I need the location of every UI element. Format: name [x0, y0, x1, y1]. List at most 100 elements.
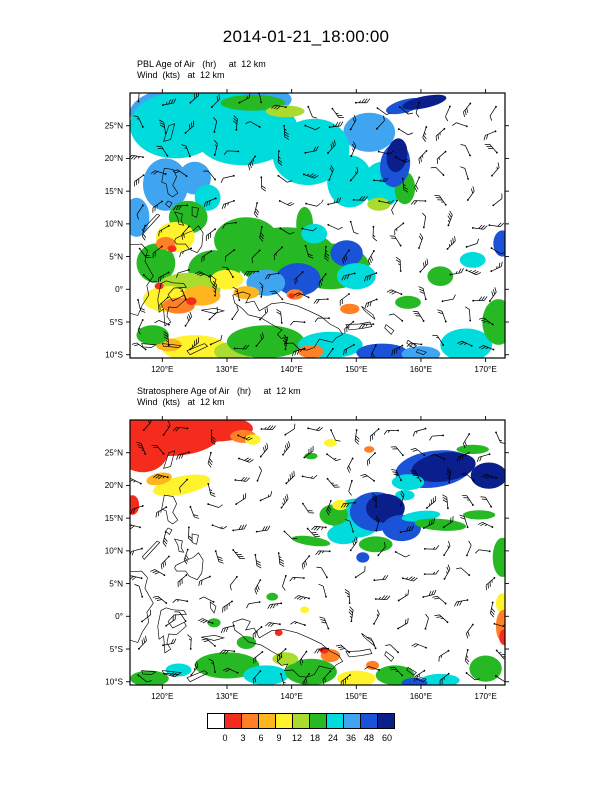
wind-barb — [130, 575, 143, 581]
wind-barb — [254, 579, 262, 595]
lat-tick-label: 20°N — [105, 154, 123, 163]
wind-barb — [330, 429, 341, 442]
age-fill-layer — [130, 420, 505, 685]
wind-barb — [367, 250, 375, 266]
age-fill-layer — [130, 93, 505, 358]
wind-barb — [259, 443, 269, 458]
wind-barb — [213, 140, 218, 156]
wind-barb — [299, 650, 308, 666]
colorbar-tick-label: 12 — [291, 733, 303, 743]
wind-barb — [223, 150, 240, 155]
age-fill-patch — [440, 328, 493, 358]
age-fill-patch — [186, 297, 197, 305]
wind-barb — [394, 551, 411, 558]
wind-barb — [152, 595, 168, 604]
wind-barb — [248, 155, 257, 171]
wind-barb — [222, 221, 237, 229]
wind-barb — [276, 309, 283, 324]
wind-barb — [343, 343, 355, 356]
wind-barb — [307, 105, 318, 119]
wind-barb — [130, 504, 144, 515]
wind-barb — [397, 617, 409, 630]
wind-barb — [441, 294, 456, 303]
coastline-timor — [186, 343, 209, 356]
lon-tick-label: 130°E — [216, 365, 239, 374]
wind-barb — [187, 526, 193, 542]
lat-tick-label: 5°S — [110, 318, 124, 327]
wind-barb — [360, 473, 376, 482]
colorbar-swatch — [258, 713, 276, 729]
wind-barb — [159, 296, 169, 310]
wind-barb — [447, 210, 453, 227]
panel-pbl-title-line1: PBL Age of Air (hr) at 12 km — [137, 59, 266, 69]
wind-barb — [478, 345, 495, 351]
age-fill-patch — [336, 263, 376, 290]
lat-tick-label: 5°N — [109, 579, 123, 588]
wind-barb-layer — [130, 93, 505, 358]
wind-barb — [411, 643, 427, 649]
wind-barb — [137, 298, 146, 313]
wind-barb — [163, 331, 170, 347]
age-fill-patch — [327, 155, 373, 208]
wind-barb — [373, 177, 389, 183]
wind-barb — [246, 601, 261, 609]
wind-barb — [349, 167, 359, 182]
wind-barb — [306, 527, 321, 538]
wind-barb — [181, 144, 191, 158]
wind-barb — [155, 506, 168, 518]
coastline-sulawesi — [157, 607, 187, 654]
wind-barb — [282, 441, 291, 456]
wind-barb — [225, 248, 236, 262]
wind-barb — [237, 434, 253, 441]
wind-barb — [176, 451, 190, 460]
age-fill-patch — [356, 552, 370, 563]
wind-barb — [283, 530, 298, 540]
wind-barb — [480, 496, 493, 508]
wind-barb — [232, 115, 238, 131]
wind-barb — [399, 490, 405, 507]
wind-barb — [324, 245, 330, 262]
wind-barb — [465, 540, 472, 557]
coastline-luzon — [161, 167, 179, 198]
wind-barb — [162, 421, 171, 436]
wind-barb — [197, 618, 214, 625]
wind-barb — [410, 448, 426, 456]
map-frame — [129, 419, 506, 686]
wind-barb — [252, 626, 263, 640]
wind-barb — [189, 505, 200, 519]
wind-barb — [172, 426, 189, 432]
wind-barb — [477, 521, 494, 528]
wind-barb — [243, 270, 259, 276]
wind-barb — [412, 310, 425, 322]
lat-tick-label: 0° — [115, 285, 123, 294]
wind-barb — [460, 144, 471, 157]
wind-barb — [375, 115, 385, 130]
wind-barb — [490, 601, 496, 618]
coastline-timor — [186, 670, 209, 683]
age-fill-patch — [210, 269, 244, 290]
wind-barb — [207, 503, 223, 508]
lat-tick-label: 10°N — [105, 220, 123, 229]
age-fill-patch — [469, 655, 502, 682]
wind-barb — [130, 524, 141, 530]
wind-barb — [210, 429, 216, 445]
colorbar-swatch — [326, 713, 344, 729]
wind-barb — [173, 204, 189, 211]
wind-barb — [339, 293, 350, 306]
wind-barb — [133, 115, 144, 128]
coastline-taiwan — [163, 123, 176, 142]
wind-barb — [377, 541, 386, 557]
wind-barb — [490, 162, 500, 177]
coastline-bougainville — [384, 324, 395, 335]
wind-barb — [389, 235, 402, 247]
wind-barb — [479, 317, 494, 326]
wind-barb — [394, 222, 405, 236]
wind-barb — [391, 344, 404, 356]
wind-barb — [364, 298, 378, 309]
wind-barb — [446, 467, 452, 484]
wind-barb — [136, 441, 147, 455]
wind-barb — [430, 166, 445, 176]
wind-barb — [181, 225, 190, 240]
wind-barb — [174, 611, 187, 622]
